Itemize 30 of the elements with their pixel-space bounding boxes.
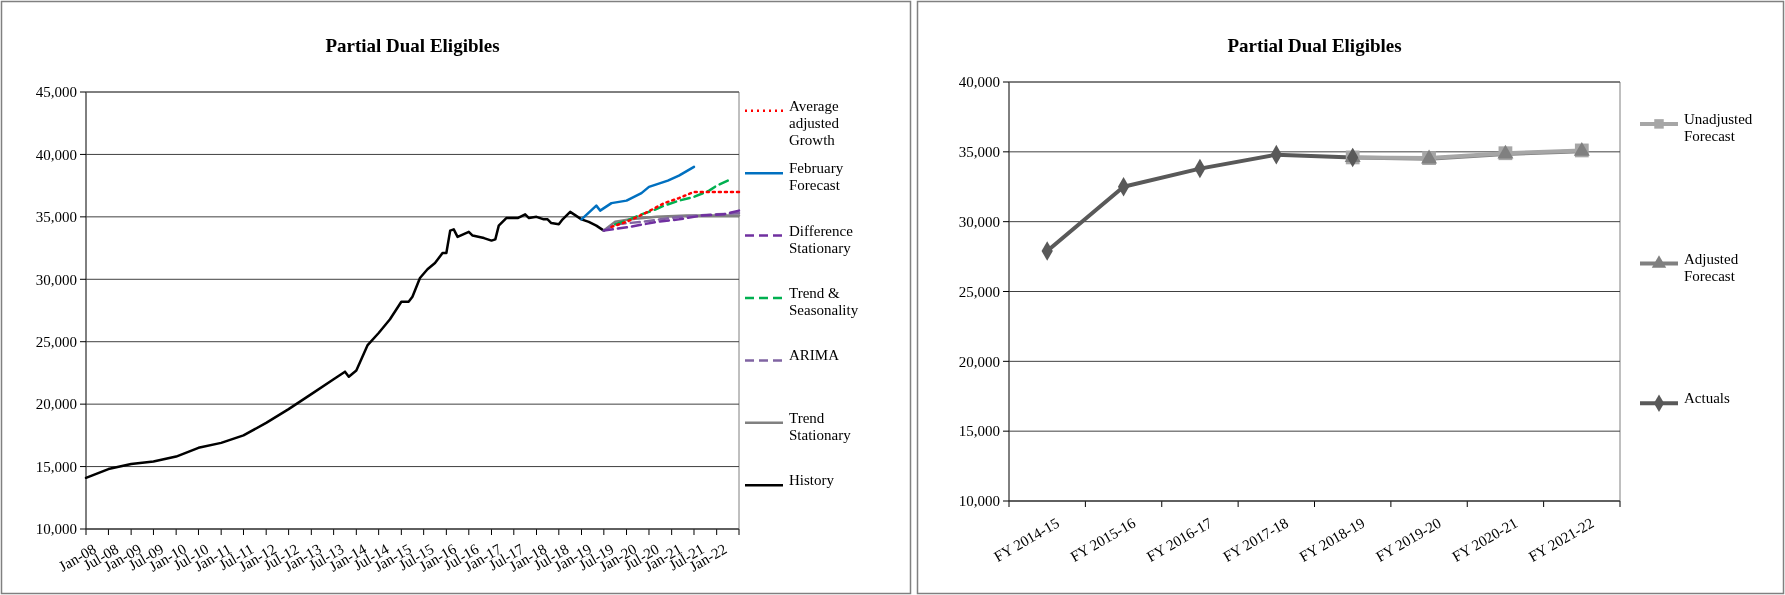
legend-label: Average adjusted Growth [789, 97, 840, 149]
legend-label: February Forecast [789, 160, 844, 194]
y-tick-label: 45,000 [35, 84, 77, 101]
y-tick-label: 15,000 [35, 458, 77, 475]
y-tick-label: 20,000 [35, 396, 77, 413]
y-tick-label: 15,000 [958, 423, 1000, 440]
legend-label: Trend & Seasonality [789, 285, 859, 319]
y-tick-label: 25,000 [958, 283, 1000, 300]
legend-label: ARIMA [789, 347, 840, 364]
line-series [580, 165, 696, 221]
y-tick-label: 35,000 [35, 209, 77, 226]
legend-label: Trend Stationary [789, 409, 852, 444]
legend-label: Actuals [1684, 390, 1730, 407]
y-tick-label: 25,000 [35, 333, 77, 350]
y-tick-label: 10,000 [35, 521, 77, 538]
y-tick-label: 10,000 [958, 493, 1000, 510]
line-series [610, 190, 741, 229]
y-tick-label: 30,000 [35, 271, 77, 288]
y-tick-label: 40,000 [958, 74, 1000, 91]
y-tick-label: 35,000 [958, 144, 1000, 161]
line-series [613, 179, 730, 226]
legend-label: Adjusted Forecast [1684, 250, 1739, 284]
y-tick-label: 30,000 [958, 213, 1000, 230]
y-tick-label: 20,000 [958, 353, 1000, 370]
legend-label: Unadjusted Forecast [1684, 110, 1753, 145]
y-tick-label: 40,000 [35, 146, 77, 163]
legend-label: Difference Stationary [789, 222, 854, 256]
chart-title: Partial Dual Eligibles [1227, 35, 1402, 56]
chart-title: Partial Dual Eligibles [325, 35, 500, 56]
legend-label: History [789, 472, 835, 489]
